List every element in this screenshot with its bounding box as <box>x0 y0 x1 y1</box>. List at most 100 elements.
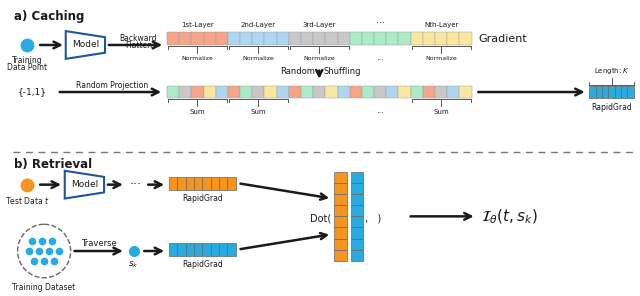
Bar <box>227 243 236 256</box>
Bar <box>211 243 219 256</box>
Bar <box>589 86 596 99</box>
Bar <box>609 86 615 99</box>
Bar <box>447 32 460 45</box>
Bar <box>596 86 602 99</box>
Text: Normalize: Normalize <box>303 56 335 61</box>
Bar <box>399 32 411 45</box>
Text: $s_k$: $s_k$ <box>128 260 139 271</box>
Bar <box>228 32 240 45</box>
Text: 2nd-Layer: 2nd-Layer <box>241 22 276 28</box>
Bar <box>351 228 364 239</box>
Bar <box>423 86 435 99</box>
Bar <box>460 32 472 45</box>
Text: Random Projection: Random Projection <box>76 81 148 90</box>
Bar <box>167 86 179 99</box>
Text: a) Caching: a) Caching <box>13 10 84 23</box>
Bar <box>204 32 216 45</box>
Text: Training Dataset: Training Dataset <box>13 283 76 292</box>
Bar <box>387 32 399 45</box>
Bar <box>301 86 313 99</box>
Text: ···: ··· <box>376 18 385 28</box>
Bar <box>301 32 313 45</box>
Bar <box>337 32 349 45</box>
Bar <box>399 86 411 99</box>
Bar <box>334 239 347 250</box>
Bar <box>351 216 364 228</box>
Bar <box>435 86 447 99</box>
Bar <box>627 86 634 99</box>
Bar <box>351 250 364 261</box>
Text: 3rd-Layer: 3rd-Layer <box>303 22 336 28</box>
Text: Flatten: Flatten <box>125 41 152 50</box>
Bar <box>411 32 423 45</box>
Text: Normalize: Normalize <box>243 56 274 61</box>
Bar <box>276 32 289 45</box>
Bar <box>351 239 364 250</box>
Text: Nth-Layer: Nth-Layer <box>424 22 458 28</box>
Text: ···: ··· <box>376 109 384 118</box>
Text: 1st-Layer: 1st-Layer <box>181 22 214 28</box>
Bar <box>362 86 374 99</box>
Bar <box>313 86 325 99</box>
Bar <box>435 32 447 45</box>
Bar <box>169 243 177 256</box>
Bar <box>351 205 364 216</box>
Text: {-1,1}: {-1,1} <box>17 88 47 96</box>
Bar <box>351 183 364 194</box>
Bar <box>602 86 609 99</box>
Text: RapidGrad: RapidGrad <box>182 194 223 202</box>
Text: Data Point: Data Point <box>7 63 47 72</box>
Bar <box>351 172 364 183</box>
Text: Random: Random <box>280 67 316 76</box>
Text: Shuffling: Shuffling <box>323 67 361 76</box>
Bar <box>615 86 621 99</box>
Text: Sum: Sum <box>433 109 449 115</box>
Text: Dot(: Dot( <box>310 213 331 223</box>
Bar <box>447 86 460 99</box>
Bar <box>351 194 364 205</box>
Bar <box>216 86 228 99</box>
Text: Training: Training <box>12 56 43 65</box>
Bar <box>202 243 211 256</box>
Polygon shape <box>66 31 105 59</box>
Text: Sum: Sum <box>250 109 266 115</box>
Bar <box>264 32 276 45</box>
Bar <box>313 32 325 45</box>
Bar <box>337 86 349 99</box>
Text: Traverse: Traverse <box>81 239 116 247</box>
Bar <box>169 177 177 190</box>
Bar <box>334 172 347 183</box>
Text: $\mathcal{I}_\theta(t, s_k)$: $\mathcal{I}_\theta(t, s_k)$ <box>481 207 538 226</box>
Text: ···: ··· <box>376 56 384 65</box>
Text: Normalize: Normalize <box>182 56 213 61</box>
Bar <box>325 32 337 45</box>
Bar <box>334 194 347 205</box>
Text: Model: Model <box>71 180 98 189</box>
Text: Sum: Sum <box>189 109 205 115</box>
Bar <box>240 86 252 99</box>
Bar <box>177 177 186 190</box>
Text: b) Retrieval: b) Retrieval <box>13 158 92 171</box>
Bar <box>325 86 337 99</box>
Bar <box>179 86 191 99</box>
Bar <box>194 243 202 256</box>
Text: Backward: Backward <box>120 33 157 43</box>
Bar <box>216 32 228 45</box>
Bar <box>179 32 191 45</box>
Text: Length: $K$: Length: $K$ <box>594 66 630 76</box>
Bar <box>621 86 627 99</box>
Bar <box>276 86 289 99</box>
Text: RapidGrad: RapidGrad <box>591 103 632 112</box>
Bar <box>211 177 219 190</box>
Bar <box>334 228 347 239</box>
Bar <box>334 250 347 261</box>
Bar <box>387 86 399 99</box>
Bar <box>334 183 347 194</box>
Bar <box>423 32 435 45</box>
Bar <box>202 177 211 190</box>
Bar <box>374 86 387 99</box>
Text: Test Data $t$: Test Data $t$ <box>5 194 50 205</box>
Bar <box>289 32 301 45</box>
Bar <box>252 86 264 99</box>
Bar <box>204 86 216 99</box>
